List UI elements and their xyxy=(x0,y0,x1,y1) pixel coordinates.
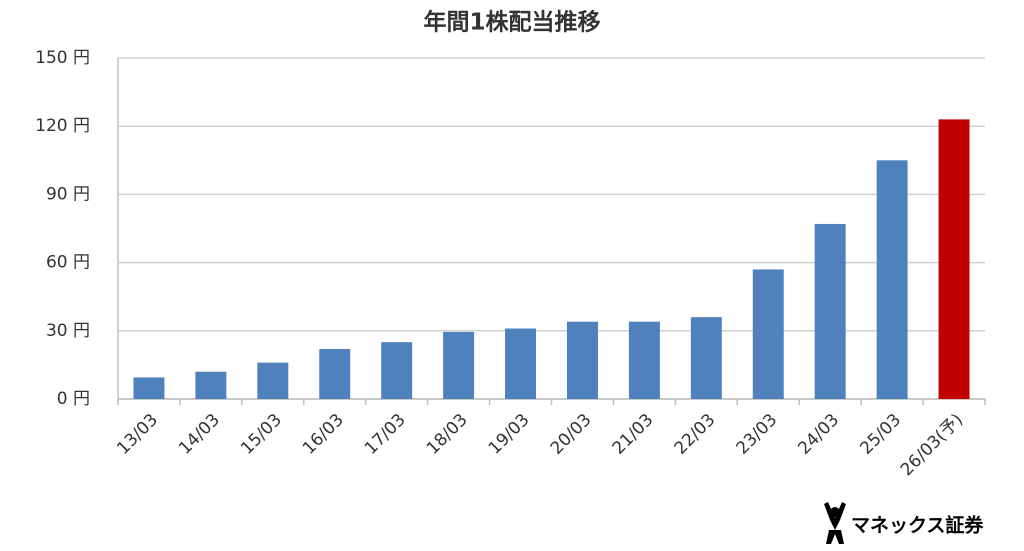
x-tick-label: 23/03 xyxy=(733,410,782,459)
x-tick-label: 20/03 xyxy=(547,410,596,459)
x-tick-label: 14/03 xyxy=(175,410,224,459)
x-tick-label: 15/03 xyxy=(237,410,286,459)
logo-text: マネックス証券 xyxy=(851,514,984,537)
x-tick-label: 26/03(予) xyxy=(897,410,967,480)
x-tick-label: 13/03 xyxy=(113,410,162,459)
bar xyxy=(814,223,846,399)
bar xyxy=(319,348,351,399)
x-tick-label: 19/03 xyxy=(485,410,534,459)
y-tick-label: 30 円 xyxy=(46,321,90,341)
bar xyxy=(257,362,289,399)
x-tick-label: 21/03 xyxy=(609,410,658,459)
bar xyxy=(381,342,413,399)
chart-title: 年間1株配当推移 xyxy=(423,9,600,36)
y-tick-label: 0 円 xyxy=(57,389,90,409)
x-tick-label: 25/03 xyxy=(856,410,905,459)
y-tick-label: 150 円 xyxy=(35,48,90,68)
bar xyxy=(938,119,970,399)
x-tick-label: 22/03 xyxy=(671,410,720,459)
bar xyxy=(690,317,722,399)
x-tick-label: 16/03 xyxy=(299,410,348,459)
x-tick-label: 17/03 xyxy=(361,410,410,459)
y-tick-label: 60 円 xyxy=(46,253,90,273)
y-tick-label: 120 円 xyxy=(35,116,90,136)
x-tick-label: 18/03 xyxy=(423,410,472,459)
bar xyxy=(133,377,165,399)
bar xyxy=(752,269,784,399)
bar xyxy=(443,331,475,399)
y-tick-label: 90 円 xyxy=(46,184,90,204)
bar xyxy=(628,321,660,399)
bar xyxy=(566,321,598,399)
bar xyxy=(505,328,537,399)
bar xyxy=(876,160,908,399)
x-tick-label: 24/03 xyxy=(794,410,843,459)
logo-icon xyxy=(824,502,846,544)
bar xyxy=(195,371,227,399)
